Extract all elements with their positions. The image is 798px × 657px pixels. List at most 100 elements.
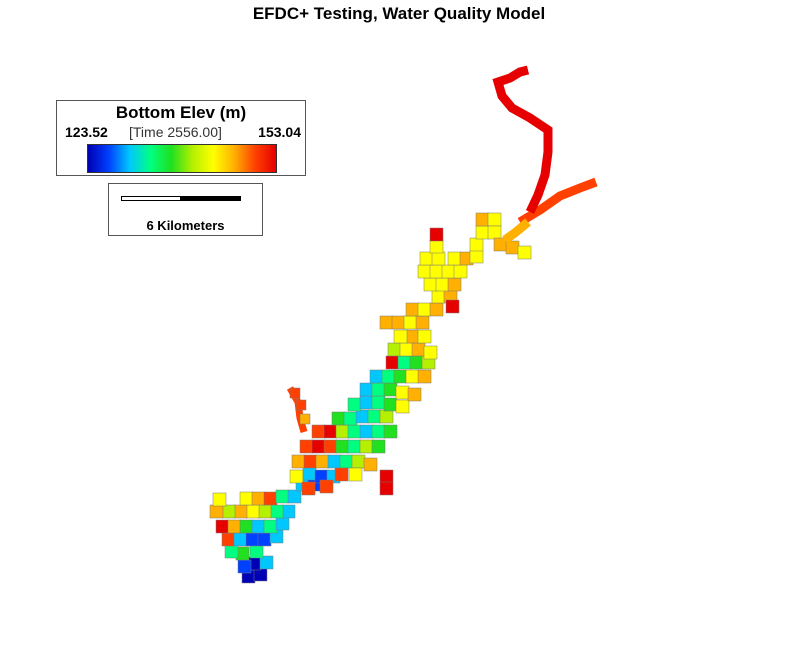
colorbar [87,144,277,173]
river-channel [502,218,531,244]
grid-cell [393,329,408,344]
grid-cell [257,532,272,547]
grid-cell [301,481,316,496]
grid-cell [385,355,400,370]
grid-cell [221,504,236,519]
grid-cell [431,251,446,266]
grid-cell [415,315,430,330]
grid-cell [237,559,252,574]
grid-cell [348,467,363,482]
grid-cell [212,492,227,507]
scale-bar-white-segment [121,196,181,201]
grid-cell [289,387,301,399]
grid-cell [475,212,490,227]
grid-cell [453,264,468,279]
grid-cell [381,369,396,384]
grid-cell [429,264,444,279]
grid-cell [369,369,384,384]
grid-cell [395,399,410,414]
grid-cell [397,355,412,370]
grid-cell [251,491,266,506]
grid-cell [233,532,248,547]
grid-cell [399,342,414,357]
grid-cell [291,454,306,469]
grid-cell [383,424,398,439]
grid-cell [405,369,420,384]
grid-cell [417,329,432,344]
grid-cell [334,467,349,482]
grid-cell [393,369,408,384]
grid-cell [469,237,484,252]
grid-cell [379,481,394,496]
grid-cell [417,302,432,317]
grid-cell [347,439,362,454]
grid-cell [335,439,350,454]
scale-bar-black-segment [181,196,241,201]
scale-bar: 6 Kilometers [108,183,263,236]
grid-cell [411,342,426,357]
grid-cell [215,519,230,534]
grid-cell [475,225,490,240]
grid-cell [331,411,346,426]
grid-cell [403,315,418,330]
grid-cell [263,491,278,506]
grid-cell [302,466,317,481]
grid-cell [263,519,278,534]
grid-cell [409,355,424,370]
map-title: EFDC+ Testing, Water Quality Model [252,4,546,23]
grid-cell [299,413,311,425]
grid-cell [233,504,248,519]
grid-cell [417,264,432,279]
grid-cell [299,439,314,454]
grid-cell [387,342,402,357]
grid-cell [245,532,260,547]
grid-cell [351,454,366,469]
grid-cell [295,399,307,411]
grid-cell [251,519,266,534]
river-channel [517,177,598,226]
grid-cell [335,424,350,439]
grid-cell [359,424,374,439]
grid-cell [469,249,484,264]
grid-cell [303,454,318,469]
grid-cell [423,277,438,292]
grid-cell [281,504,296,519]
grid-cell [347,424,362,439]
grid-cell [419,251,434,266]
grid-cell [517,245,532,260]
grid-cell [429,239,444,254]
grid-cell [379,469,394,484]
grid-cell [239,491,254,506]
grid-cell [347,397,362,412]
grid-cell [429,302,444,317]
color-legend: Bottom Elev (m) 123.52 [Time 2556.00] 15… [56,100,306,176]
grid-cell [487,225,502,240]
grid-cell [323,439,338,454]
grid-cell [407,387,422,402]
grid-cell [259,555,274,570]
grid-cell [311,424,326,439]
grid-cell [287,489,302,504]
legend-min-value: 123.52 [65,124,108,140]
grid-cell [447,277,462,292]
grid-cell [249,544,264,559]
grid-cell [239,519,254,534]
grid-cell [367,409,382,424]
grid-cell [383,382,398,397]
grid-cell [319,479,334,494]
grid-cell [429,227,444,242]
grid-cell [221,532,236,547]
grid-cell [423,345,438,360]
grid-cell [445,299,460,314]
grid-cell [257,504,272,519]
grid-cell [383,397,398,412]
grid-cell [441,264,456,279]
grid-cell [359,395,374,410]
grid-cell [391,315,406,330]
grid-cell [245,504,260,519]
grid-cell [315,454,330,469]
grid-cell [431,289,446,304]
grid-cell [395,385,410,400]
grid-cell [227,519,242,534]
